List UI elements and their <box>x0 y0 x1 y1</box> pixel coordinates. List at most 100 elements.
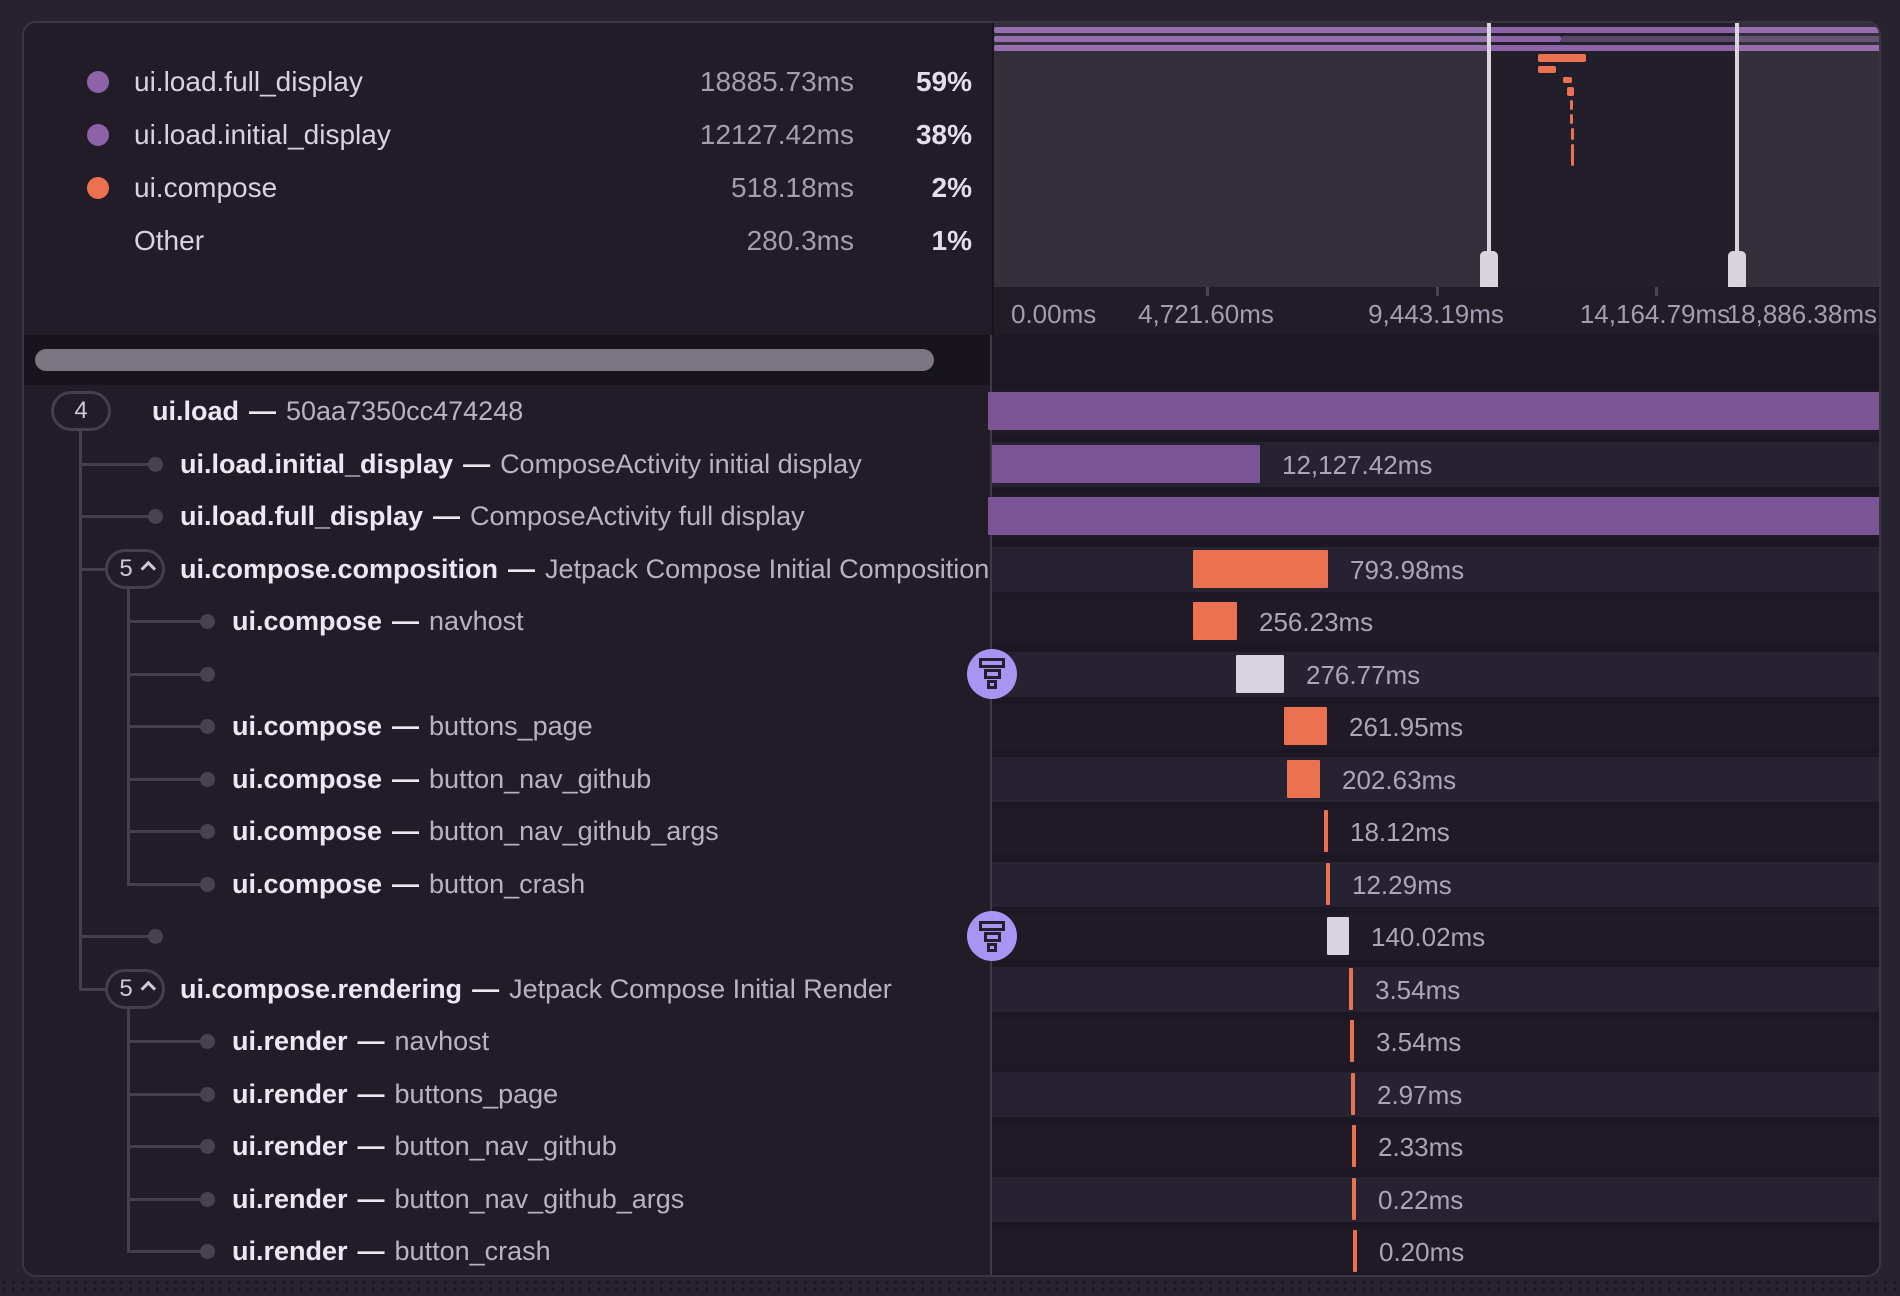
span-duration-bar[interactable] <box>1287 759 1320 798</box>
span-duration-bar[interactable] <box>1351 1072 1355 1115</box>
minimap-dim-left[interactable] <box>994 23 1487 287</box>
badge-count: 5 <box>119 974 133 1002</box>
span-bar-row[interactable]: 3.54ms <box>992 963 1879 1016</box>
tree-node-dot <box>200 1244 215 1259</box>
legend-row[interactable]: ui.load.initial_display 12127.42ms 38% <box>24 108 992 161</box>
minimap-span-mark <box>1571 144 1574 166</box>
horizontal-scrollbar-track[interactable] <box>24 335 990 385</box>
legend-span-duration: 518.18ms <box>731 171 854 203</box>
span-bar-row[interactable]: 256.23ms <box>992 595 1879 648</box>
timeline-minimap[interactable]: 0.00ms 4,721.60ms 9,443.19ms 14,164.79ms 18,… <box>992 23 1879 335</box>
legend-span-name: Other <box>134 224 205 256</box>
span-count-badge[interactable]: 4 <box>51 391 111 431</box>
legend-span-name: ui.load.initial_display <box>134 118 391 150</box>
minimap-right-handle[interactable] <box>1735 23 1739 287</box>
background-dot-pattern <box>0 1279 1900 1294</box>
minimap-chart[interactable] <box>994 23 1879 287</box>
span-count-badge[interactable]: 5 <box>105 548 165 589</box>
legend-row[interactable]: ui.compose 518.18ms 2% <box>24 161 992 214</box>
span-duration-bar[interactable] <box>1327 917 1349 955</box>
span-duration-bar[interactable] <box>1193 602 1237 640</box>
span-bar-row[interactable]: 261.95ms <box>992 700 1879 753</box>
profile-flamechart-icon[interactable] <box>967 911 1017 961</box>
span-op-name: ui.compose <box>232 868 383 899</box>
span-duration-bar[interactable] <box>1349 967 1353 1010</box>
span-bar-row[interactable] <box>988 385 1879 438</box>
span-bar-row[interactable]: 2.97ms <box>992 1068 1879 1121</box>
span-bar-row[interactable]: 202.63ms <box>992 753 1879 806</box>
span-bar-row[interactable]: 2.33ms <box>992 1120 1879 1173</box>
span-duration-bar[interactable] <box>1193 549 1328 588</box>
span-tree-row[interactable]: ui.compose.composition — Jetpack Compose I… <box>24 543 990 596</box>
span-duration-bar[interactable] <box>1353 1230 1357 1272</box>
span-duration-bar[interactable] <box>1236 654 1284 693</box>
minimap-dim-right[interactable] <box>1739 23 1879 287</box>
span-tree-row[interactable]: ui.render — button_crash <box>24 1225 990 1275</box>
axis-tick <box>1206 287 1209 296</box>
span-duration-bar[interactable] <box>1326 862 1330 905</box>
span-tree-row[interactable]: ui.load — 50aa7350cc474248 <box>24 385 990 438</box>
span-name-separator: — <box>392 868 420 899</box>
span-bar-row[interactable]: 12.29ms <box>992 858 1879 911</box>
span-duration-bar[interactable] <box>988 497 1879 535</box>
span-bar-row[interactable] <box>988 490 1879 543</box>
span-bar-row[interactable]: 276.77ms <box>992 648 1879 701</box>
legend-span-percent: 59% <box>915 65 972 97</box>
horizontal-scrollbar-thumb[interactable] <box>35 349 934 371</box>
span-duration-bar[interactable] <box>992 444 1260 483</box>
span-description: button_nav_github_args <box>394 1183 685 1214</box>
span-tree-row[interactable]: ui.compose — buttons_page <box>24 700 990 753</box>
span-bar-row[interactable]: 0.20ms <box>992 1225 1879 1275</box>
minimap-left-handle-grip[interactable] <box>1480 251 1498 287</box>
span-name-separator: — <box>357 1078 385 1109</box>
span-duration-bar[interactable] <box>1352 1125 1356 1167</box>
minimap-left-handle[interactable] <box>1487 23 1491 287</box>
span-bar-row[interactable]: 18.12ms <box>992 805 1879 858</box>
span-name-separator: — <box>392 606 420 636</box>
span-tree-row[interactable]: ui.render — button_nav_github_args <box>24 1173 990 1226</box>
span-tree-row[interactable]: ui.render — buttons_page <box>24 1068 990 1121</box>
span-bar-row[interactable]: 140.02ms <box>992 910 1879 963</box>
legend-row[interactable]: ui.load.full_display 18885.73ms 59% <box>24 55 992 108</box>
span-duration-bar[interactable] <box>1352 1177 1356 1220</box>
minimap-span-line <box>994 36 1561 42</box>
span-duration-bar[interactable] <box>1350 1020 1354 1062</box>
minimap-right-handle-grip[interactable] <box>1728 251 1746 287</box>
span-bar-row[interactable]: 12,127.42ms <box>992 438 1879 491</box>
row-stripe <box>992 1019 1879 1064</box>
span-duration-bar[interactable] <box>988 392 1879 430</box>
span-tree: 4 ui.load — 50aa7350cc474248 ui.load.initial… <box>24 385 990 1275</box>
minimap-span-mark <box>1538 54 1586 62</box>
span-bar-row[interactable]: 3.54ms <box>992 1015 1879 1068</box>
span-tree-row[interactable] <box>24 910 990 963</box>
span-tree-row[interactable]: ui.compose — button_nav_github <box>24 753 990 806</box>
trace-summary-section: ui.load.full_display 18885.73ms 59% ui.load… <box>22 21 1881 335</box>
span-tree-row[interactable]: ui.load.full_display — ComposeActivity ful… <box>24 490 990 543</box>
tree-connector-elbow <box>127 1092 208 1096</box>
tree-connector-line <box>127 588 130 884</box>
span-tree-row[interactable] <box>24 648 990 701</box>
span-tree-row[interactable]: ui.render — button_nav_github <box>24 1120 990 1173</box>
span-count-badge[interactable]: 5 <box>105 968 165 1009</box>
span-tree-row[interactable]: ui.render — navhost <box>24 1015 990 1068</box>
span-duration-bar[interactable] <box>1324 810 1328 852</box>
span-duration-bar[interactable] <box>1284 707 1327 745</box>
span-name-separator: — <box>392 711 420 741</box>
span-description: buttons_page <box>429 711 593 741</box>
span-op-name: ui.compose.rendering <box>180 973 463 1004</box>
span-bar-row[interactable]: 793.98ms <box>992 543 1879 596</box>
tree-connector-elbow <box>127 620 208 623</box>
span-op-name: ui.compose.composition <box>180 553 499 584</box>
span-duration-label: 261.95ms <box>1349 712 1464 742</box>
span-tree-row[interactable]: ui.compose — button_nav_github_args <box>24 805 990 858</box>
span-tree-row[interactable]: ui.compose — button_crash <box>24 858 990 911</box>
minimap-span-mark <box>1563 77 1572 83</box>
span-tree-row[interactable]: ui.compose.rendering — Jetpack Compose Ini… <box>24 963 990 1016</box>
span-tree-row[interactable]: ui.load.initial_display — ComposeActivity … <box>24 438 990 491</box>
profile-flamechart-icon[interactable] <box>967 648 1017 699</box>
span-bar-row[interactable]: 0.22ms <box>992 1173 1879 1226</box>
legend-row[interactable]: Other 280.3ms 1% <box>24 214 992 267</box>
flamechart-glyph-bar <box>979 658 1005 668</box>
span-tree-row[interactable]: ui.compose — navhost <box>24 595 990 648</box>
